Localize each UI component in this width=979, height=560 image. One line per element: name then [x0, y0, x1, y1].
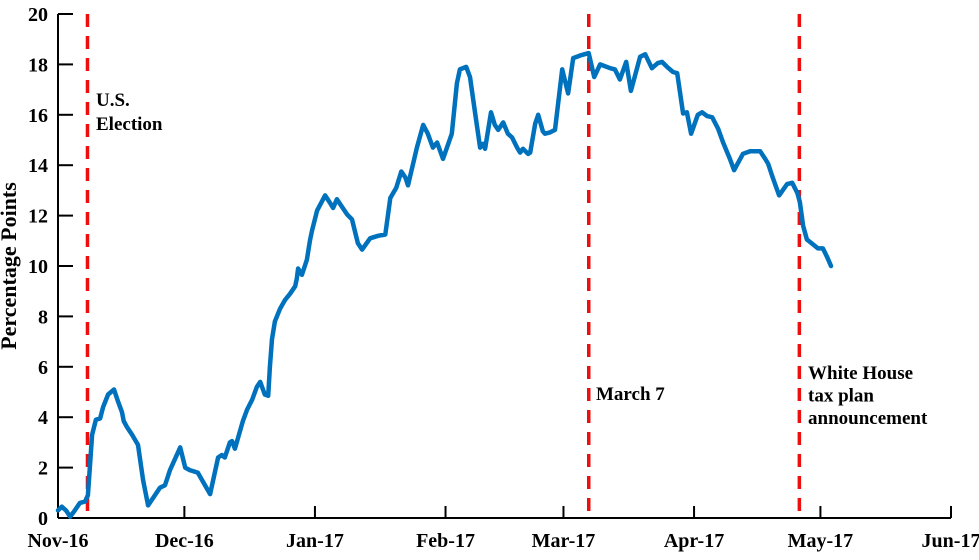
series-line	[55, 50, 834, 519]
y-tick-label: 10	[28, 256, 48, 278]
x-tick-label: Feb-17	[416, 530, 475, 552]
y-tick-label: 0	[38, 508, 48, 530]
y-tick-label: 4	[38, 407, 48, 429]
event-label: March 7	[596, 384, 665, 405]
x-tick-label: Jan-17	[286, 530, 344, 552]
y-tick-label: 20	[28, 4, 48, 26]
y-tick-label: 14	[28, 155, 48, 177]
y-tick-label: 8	[38, 306, 48, 328]
y-axis-title: Percentage Points	[0, 182, 21, 350]
x-tick-label: Mar-17	[532, 530, 596, 552]
x-tick-label: Dec-16	[155, 530, 214, 552]
y-tick-label: 2	[38, 458, 48, 480]
event-label: White House tax plan announcement	[808, 363, 928, 429]
x-tick-label: Apr-17	[664, 530, 724, 552]
y-tick-label: 16	[28, 105, 48, 127]
axes: 0 2 4 6 8 10 12 14 16 18 20 Nov-16 Dec-16 Jan-17 Feb-1…	[0, 4, 979, 552]
x-tick-label: Jun-17	[922, 530, 979, 552]
y-tick-label: 18	[28, 54, 48, 76]
x-tick-label: Nov-16	[27, 530, 88, 552]
y-tick-label: 6	[38, 357, 48, 379]
x-tick-label: May-17	[788, 530, 854, 552]
event-label: U.S. Election	[96, 90, 163, 135]
y-tick-label: 12	[28, 206, 48, 228]
